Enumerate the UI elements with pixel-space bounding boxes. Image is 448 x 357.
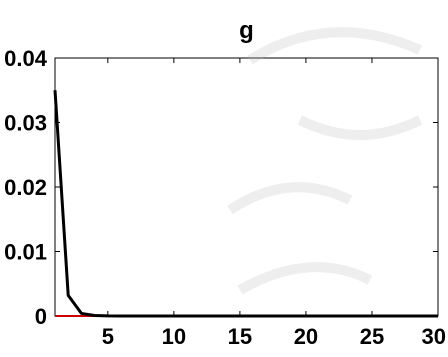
plot-frame xyxy=(54,57,439,317)
y-axis: 0 0.01 0.02 0.03 0.04 xyxy=(4,46,438,329)
x-axis: 5 10 15 20 25 30 xyxy=(102,58,446,349)
x-tick-label: 15 xyxy=(228,324,252,349)
y-tick-label: 0.03 xyxy=(4,111,47,136)
x-tick-label: 10 xyxy=(162,324,186,349)
y-tick-label: 0.02 xyxy=(4,175,47,200)
x-tick-label: 20 xyxy=(294,324,318,349)
x-tick-label: 25 xyxy=(360,324,384,349)
x-tick-label: 30 xyxy=(422,324,446,349)
chart-title: g xyxy=(239,17,254,44)
x-tick-label: 5 xyxy=(102,324,114,349)
y-tick-label: 0.01 xyxy=(4,240,47,265)
y-tick-label: 0 xyxy=(35,304,47,329)
y-tick-label: 0.04 xyxy=(4,46,48,71)
series-layer xyxy=(53,90,438,318)
series-line-0 xyxy=(53,90,438,318)
